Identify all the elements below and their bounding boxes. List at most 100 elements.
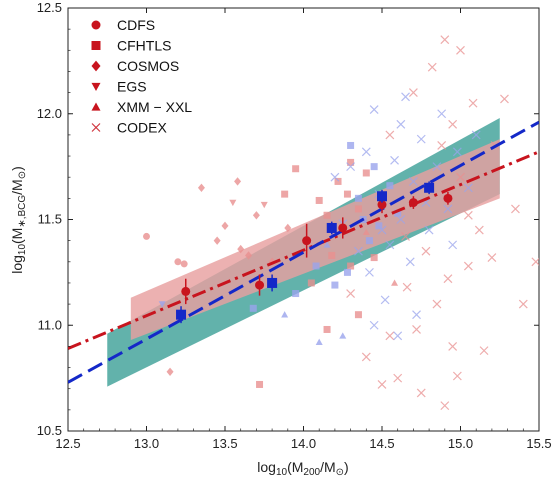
legend-entry-x: CODEX [91,120,167,136]
scatter-point-square [334,177,342,185]
scatter-point-x [511,204,520,214]
x-tick-label: 15.0 [448,436,473,451]
scatter-point-square [328,251,336,259]
scatter-point-x [518,299,528,309]
y-tick-label: 12.0 [37,106,62,121]
scatter-point-triangle-down [158,301,166,308]
scatter-point-square [315,196,323,204]
legend-label: COSMOS [117,58,179,74]
scatter-point-x [402,282,412,292]
scatter-point-diamond [237,244,245,254]
scatter-point-x [424,225,434,235]
binned-point-red [338,223,348,233]
scatter-point-x [437,109,447,119]
scatter-point-x [365,267,374,277]
scatter-point-x [401,231,410,241]
fit-lines [68,120,539,384]
legend-entry-triangle-up: XMM − XXL [91,99,192,115]
y-tick-label: 11.5 [38,212,62,227]
scatter-point-square [354,205,362,213]
legend-marker-triangle-down [91,82,101,91]
scatter-point-x [354,246,363,256]
scatter-point-x [500,94,509,104]
legend-label: CDFS [117,17,155,33]
binned-point-red [181,286,191,296]
scatter-point-x [396,215,406,224]
scatter-point-diamond [252,211,260,220]
scatter-point-square [370,254,378,262]
legend-label: EGS [117,79,147,95]
scatter-point-triangle-up [339,332,347,339]
scatter-point-triangle-up [391,279,399,286]
scatter-point-square [354,194,362,202]
scatter-point-x [452,371,462,381]
scatter-point-x [377,380,387,389]
scatter-point-x [377,225,387,235]
scatter-point-x [531,257,539,267]
scatter-point-x [443,274,453,284]
scatter-point-square [281,190,289,198]
scatter-point-x [479,346,489,356]
scatter-point-x [463,261,473,271]
scatter-point-x [369,105,379,114]
scatter-point-x [432,299,442,309]
scatter-point-x [346,162,356,172]
scatter-point-x [440,401,450,411]
y-tick-label: 10.5 [37,423,62,438]
scatter-point-square [347,158,355,166]
scatter-point-x [346,289,356,298]
scatter-point-square [343,190,351,198]
confidence-bands [107,117,500,387]
scatter-point-x [416,388,426,398]
binned-point-red [408,198,418,208]
scatter-point-square [323,325,331,333]
legend-label: CFHTLS [117,38,171,54]
scatter-point-x [448,341,458,351]
scatter-point-circle [143,232,150,240]
scatter-point-x [385,240,395,250]
scatter-point-circle [174,258,182,266]
binned-points [176,181,453,324]
scatter-point-x [463,183,473,193]
scatter-point-square [347,262,355,270]
y-tick-label: 12.5 [37,0,62,15]
binned-point-red [377,200,387,210]
scatter-point-x [468,98,478,108]
scatter-point-x [440,35,450,45]
scatter-point-x [448,240,458,250]
scatter-point-x [487,253,497,262]
x-tick-label: 13.0 [134,436,159,451]
scatter-point-x [463,210,473,220]
scatter-point-x [408,88,418,98]
scatter-point-diamond [284,223,292,233]
x-tick-label: 14.5 [369,436,394,451]
scatter-point-square [370,163,378,171]
scatter-point-square [249,304,257,312]
scatter-point-square [375,222,383,230]
legend: CDFS CFHTLS COSMOS EGS XMM − XXL CODEX [91,17,192,136]
scatter-point-x [448,119,458,129]
binned-point-blue [176,309,187,320]
scatter-point-x [361,147,371,157]
scatter-point-triangle-up [323,241,331,248]
fit-line-red [68,150,539,350]
legend-marker-x [91,123,101,132]
scatter-point-x [456,45,465,55]
scatter-point-diamond [245,251,253,260]
scatter-point-square [292,290,300,298]
scatter-point-x [474,225,484,235]
scatter-point-x [421,246,431,256]
scatter-point-x [401,92,410,102]
scatter-point-triangle-up [315,338,323,345]
scatter-point-square [386,182,394,190]
scatter-point-diamond [213,236,221,245]
x-tick-label: 13.5 [212,436,237,451]
scatter-point-x [408,177,418,186]
scatter-point-x [361,352,371,362]
scatter-point-x [396,119,406,129]
confidence-band-red [130,139,500,341]
legend-marker-circle [91,20,101,30]
scatter-point-x [385,331,395,341]
scatter-point-x [456,172,465,182]
